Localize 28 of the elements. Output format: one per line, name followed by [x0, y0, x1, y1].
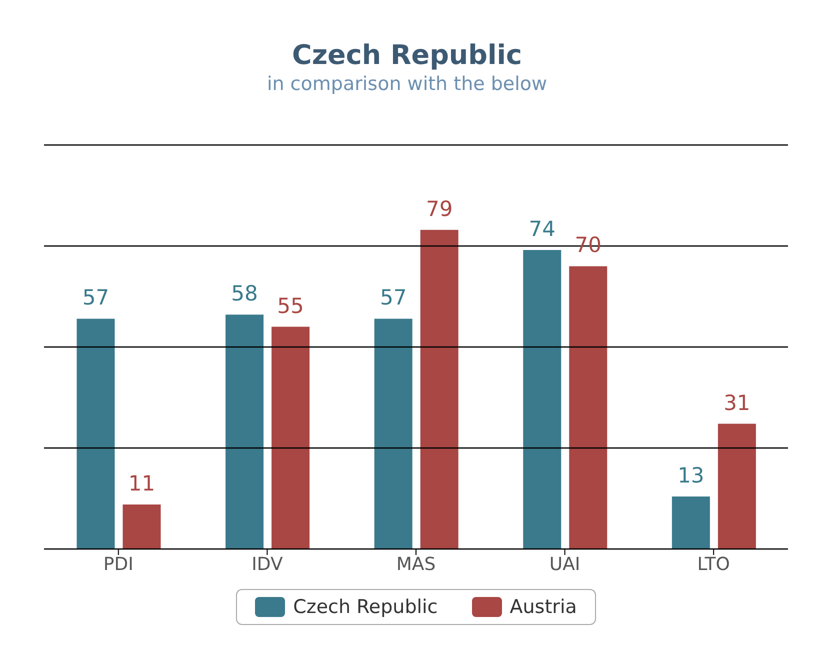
- chart-subtitle: in comparison with the below: [266, 73, 548, 95]
- x-tick-label: MAS: [396, 554, 436, 575]
- data-label: 11: [128, 472, 156, 496]
- bar: [420, 230, 458, 549]
- bar: [718, 424, 756, 549]
- bar: [122, 504, 161, 549]
- legend-label: Czech Republic: [293, 596, 438, 618]
- bar: [523, 250, 562, 549]
- data-label: 13: [678, 463, 704, 488]
- data-label: 74: [528, 217, 556, 242]
- bar: [672, 496, 710, 549]
- chart-title: Czech Republic: [291, 40, 523, 71]
- x-tick-label: LTO: [697, 554, 730, 575]
- data-label: 57: [380, 286, 407, 310]
- data-label: 57: [82, 286, 110, 310]
- x-tick-label: IDV: [252, 554, 284, 575]
- legend-label: Austria: [510, 596, 577, 618]
- data-label: 79: [426, 196, 453, 221]
- data-label: 55: [277, 294, 304, 318]
- bar: [226, 314, 264, 549]
- bar: [76, 318, 115, 549]
- bar: [272, 326, 310, 549]
- bar: [569, 266, 608, 549]
- x-tick-label: UAI: [549, 554, 580, 575]
- bar: [374, 318, 412, 549]
- x-tick-label: PDI: [103, 554, 134, 575]
- data-label: 31: [724, 390, 750, 415]
- data-label: 58: [231, 282, 258, 306]
